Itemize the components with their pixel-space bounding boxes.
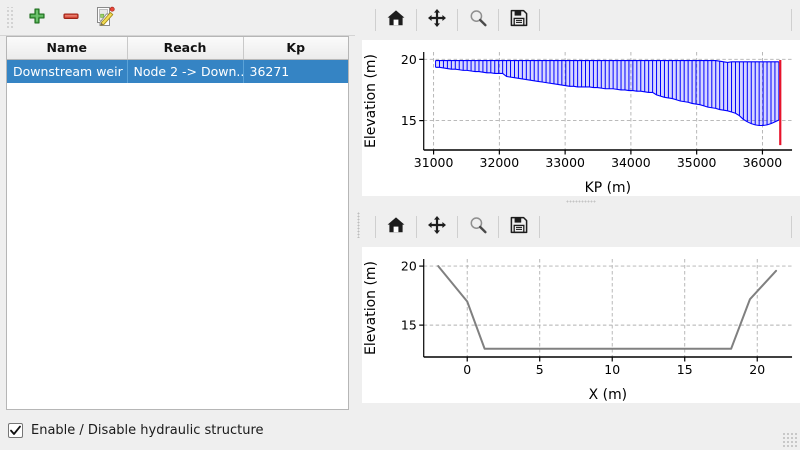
home-button-bottom[interactable] — [381, 212, 411, 242]
vertical-splitter[interactable] — [355, 0, 362, 450]
svg-text:20: 20 — [401, 52, 417, 67]
svg-text:X (m): X (m) — [589, 387, 627, 403]
toolbar-drag-handle[interactable] — [6, 6, 14, 29]
enable-structure-checkbox[interactable] — [8, 422, 23, 438]
save-button-bottom[interactable] — [504, 212, 534, 242]
toolbar-separator — [498, 9, 499, 31]
toolbar-separator — [457, 9, 458, 31]
structures-panel: Name Reach Kp Downstream weir Node 2 -> … — [0, 0, 355, 450]
enable-structure-label: Enable / Disable hydraulic structure — [31, 422, 264, 438]
window-resize-grip[interactable] — [782, 432, 798, 448]
svg-text:Elevation (m): Elevation (m) — [363, 261, 379, 355]
cross-section-canvas[interactable]: 0 5 10 15 20 15 20 X (m) Elevation (m) — [362, 247, 800, 403]
svg-text:5: 5 — [536, 362, 544, 377]
toolbar-separator — [457, 216, 458, 238]
toolbar-separator — [498, 216, 499, 238]
splitter-grip — [357, 212, 360, 238]
horizontal-splitter[interactable] — [362, 196, 800, 207]
home-icon — [386, 215, 406, 239]
column-header-name[interactable]: Name — [7, 37, 128, 60]
home-icon — [386, 8, 406, 32]
svg-text:33000: 33000 — [545, 155, 585, 170]
svg-text:36000: 36000 — [743, 155, 783, 170]
toolbar-separator — [416, 9, 417, 31]
toolbar-separator — [539, 9, 540, 31]
svg-text:15: 15 — [401, 318, 417, 333]
structures-table[interactable]: Name Reach Kp Downstream weir Node 2 -> … — [6, 36, 349, 410]
svg-text:KP (m): KP (m) — [585, 180, 631, 196]
structures-toolbar — [0, 0, 355, 36]
edit-note-icon — [94, 5, 116, 31]
cell-name[interactable]: Downstream weir — [7, 59, 128, 83]
add-structure-button[interactable] — [20, 3, 54, 33]
svg-text:15: 15 — [401, 113, 417, 128]
toolbar-end-separator — [791, 216, 792, 238]
cross-section-plot-toolbar — [362, 207, 800, 247]
pan-button-bottom[interactable] — [422, 212, 452, 242]
cell-kp[interactable]: 36271 — [249, 63, 290, 79]
column-header-kp[interactable]: Kp — [243, 37, 348, 60]
remove-structure-button[interactable] — [54, 3, 88, 33]
magnifier-icon — [468, 8, 488, 32]
move-icon — [427, 215, 447, 239]
svg-text:10: 10 — [604, 362, 620, 377]
svg-text:0: 0 — [463, 362, 471, 377]
table-row[interactable]: Downstream weir Node 2 -> Down... 36271 — [7, 59, 348, 83]
floppy-save-icon — [509, 8, 529, 32]
enable-structure-row: Enable / Disable hydraulic structure — [0, 410, 355, 450]
svg-text:20: 20 — [401, 259, 417, 274]
toolbar-end-separator — [791, 9, 792, 31]
pan-button-top[interactable] — [422, 5, 452, 35]
move-icon — [427, 8, 447, 32]
save-button-top[interactable] — [504, 5, 534, 35]
svg-text:15: 15 — [677, 362, 693, 377]
toolbar-separator — [539, 216, 540, 238]
svg-text:35000: 35000 — [677, 155, 717, 170]
svg-text:Elevation (m): Elevation (m) — [363, 54, 379, 148]
magnifier-icon — [468, 215, 488, 239]
panel-filler — [362, 403, 800, 450]
svg-text:31000: 31000 — [414, 155, 454, 170]
floppy-save-icon — [509, 215, 529, 239]
toolbar-separator — [375, 9, 376, 31]
plots-panel: 31000 32000 33000 34000 35000 36000 15 20 KP (m)… — [362, 0, 800, 450]
checkmark-icon — [9, 424, 22, 437]
splitter-grip — [566, 200, 596, 203]
zoom-button-top[interactable] — [463, 5, 493, 35]
edit-structure-button[interactable] — [88, 3, 122, 33]
longitudinal-profile-canvas[interactable]: 31000 32000 33000 34000 35000 36000 15 20 KP (m)… — [362, 40, 800, 196]
table-header-row: Name Reach Kp — [7, 37, 348, 60]
toolbar-separator — [416, 216, 417, 238]
cross-section-block: 0 5 10 15 20 15 20 X (m) Elevation (m) — [362, 207, 800, 403]
home-button-top[interactable] — [381, 5, 411, 35]
plus-icon — [27, 6, 47, 30]
toolbar-separator — [375, 216, 376, 238]
zoom-button-bottom[interactable] — [463, 212, 493, 242]
column-header-reach[interactable]: Reach — [127, 37, 244, 60]
svg-text:32000: 32000 — [480, 155, 520, 170]
svg-text:20: 20 — [749, 362, 765, 377]
svg-text:34000: 34000 — [611, 155, 651, 170]
minus-icon — [61, 6, 81, 30]
longitudinal-plot-toolbar — [362, 0, 800, 40]
cell-reach[interactable]: Node 2 -> Down... — [127, 59, 244, 83]
longitudinal-profile-block: 31000 32000 33000 34000 35000 36000 15 20 KP (m)… — [362, 0, 800, 196]
